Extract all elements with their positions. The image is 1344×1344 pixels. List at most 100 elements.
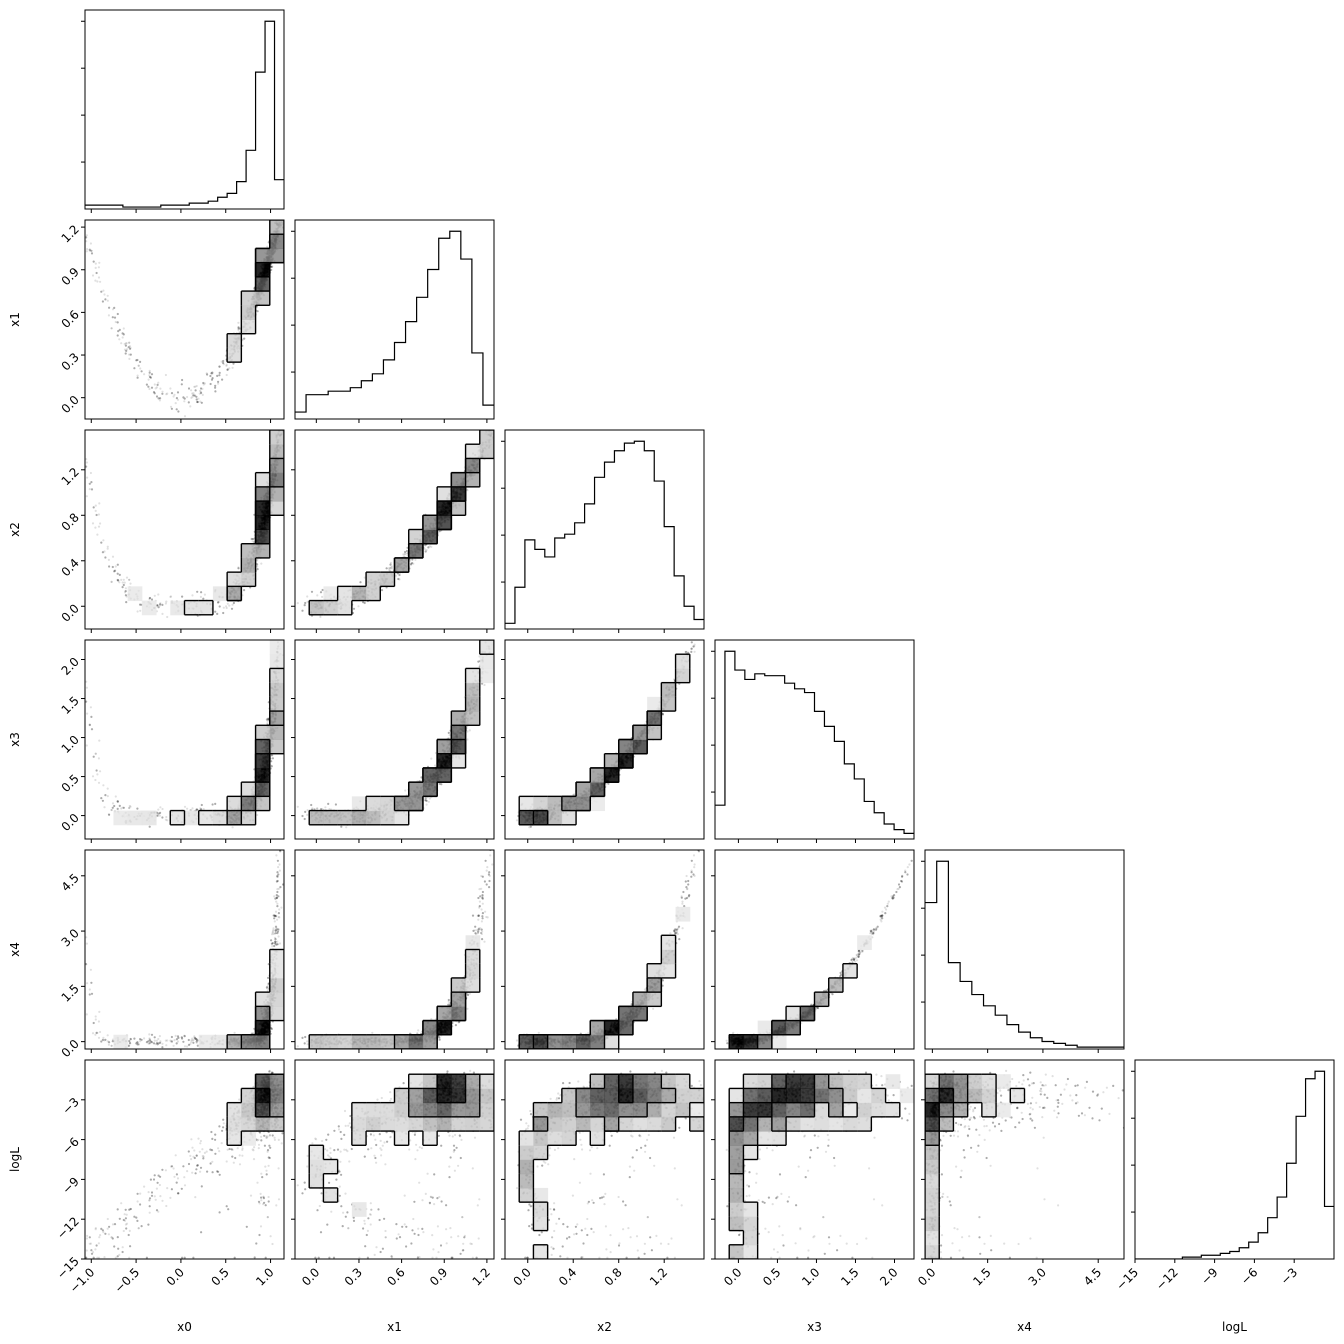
panel-x1-logL: 0.0 0.3 0.6 0.9 1.2 x1 — [291, 1059, 495, 1334]
panel-frame — [714, 1059, 915, 1260]
tick-label-logL: −15 — [1113, 1265, 1141, 1293]
panel-frame — [84, 9, 285, 210]
density-x0-x1 — [226, 220, 284, 363]
axis-label-x3: x3 — [8, 732, 22, 747]
tick-label-x3: 0.0 — [59, 811, 82, 834]
axis-label-x3: x3 — [807, 1320, 822, 1334]
tick-label-x4: 0.0 — [59, 1037, 82, 1060]
tick-label-x2: 1.2 — [647, 1265, 670, 1288]
density-x3-x4 — [728, 935, 872, 1049]
density-x1-x2 — [308, 430, 494, 616]
axis-label-logL: logL — [8, 1147, 22, 1172]
tick-label-logL: −12 — [54, 1214, 82, 1242]
tick-label-x2: 0.0 — [59, 601, 82, 624]
panel-frame — [504, 639, 705, 840]
tick-label-x4: 3.0 — [1026, 1265, 1049, 1288]
tick-label-logL: −9 — [60, 1174, 82, 1196]
axis-label-x1: x1 — [8, 312, 22, 327]
tick-label-x1: 0.6 — [59, 307, 82, 330]
tick-label-x3: 0.5 — [59, 772, 82, 795]
density-x0-x4 — [113, 948, 284, 1049]
histogram-x3 — [715, 650, 914, 834]
panel-x4-x4 — [921, 849, 1125, 1053]
scatter-x1-x2 — [296, 430, 494, 619]
panel-x1-x4 — [291, 849, 495, 1053]
tick-label-logL: −3 — [1278, 1265, 1300, 1287]
histogram-x4 — [925, 860, 1124, 1048]
density-x2-x3 — [518, 653, 691, 826]
panel-frame — [84, 429, 285, 630]
tick-label-x1: 0.9 — [59, 265, 82, 288]
panel-frame — [84, 639, 285, 840]
tick-label-x2: 1.2 — [59, 465, 82, 488]
panel-x3-x3 — [711, 639, 915, 843]
tick-label-x0: 0.5 — [208, 1265, 231, 1288]
tick-label-logL: −3 — [60, 1095, 82, 1117]
tick-label-x4: 4.5 — [1081, 1265, 1104, 1288]
density-x0-logL — [226, 1073, 284, 1146]
panel-x2-x3 — [501, 639, 705, 843]
scatter-x2-x3 — [515, 640, 696, 829]
panel-x1-x1 — [291, 219, 495, 423]
panel-x2-x2 — [501, 429, 705, 633]
histogram-x0 — [85, 20, 284, 208]
tick-label-x3: 0.0 — [721, 1265, 744, 1288]
panel-frame — [294, 639, 495, 840]
tick-label-x3: 1.0 — [799, 1265, 822, 1288]
panel-frame — [1134, 1059, 1335, 1260]
tick-label-x1: 1.2 — [59, 222, 82, 245]
density-x2-x4 — [518, 906, 691, 1049]
tick-label-x2: 0.4 — [59, 556, 82, 579]
tick-label-x0: 1.0 — [253, 1265, 276, 1288]
tick-label-x4: 4.5 — [59, 871, 82, 894]
axis-label-x4: x4 — [8, 942, 22, 957]
tick-label-x3: 2.0 — [59, 655, 82, 678]
tick-label-x4: 1.5 — [59, 981, 82, 1004]
panel-x4-logL: 0.0 1.5 3.0 4.5 x4 — [915, 1059, 1125, 1334]
tick-label-logL: −6 — [60, 1135, 82, 1157]
panel-x0-x2: 0.0 0.4 0.8 1.2 x2 — [8, 429, 285, 633]
tick-label-x4: 1.5 — [970, 1265, 993, 1288]
panel-frame — [294, 849, 495, 1050]
panel-frame — [84, 849, 285, 1050]
tick-label-logL: −12 — [1153, 1265, 1181, 1293]
panel-frame — [714, 639, 915, 840]
panel-x1-x3 — [291, 639, 495, 843]
tick-label-x1: 0.3 — [59, 350, 82, 373]
axis-label-x2: x2 — [8, 522, 22, 537]
tick-label-x3: 1.5 — [59, 694, 82, 717]
panel-x0-x0 — [81, 9, 285, 213]
axis-label-x1: x1 — [387, 1320, 402, 1334]
panel-frame — [504, 849, 705, 1050]
panel-x3-x4 — [711, 849, 915, 1053]
panel-frame — [924, 1059, 1125, 1260]
scatter-x3-x4 — [725, 854, 914, 1049]
panel-frame — [924, 849, 1125, 1050]
axis-label-x4: x4 — [1017, 1320, 1032, 1334]
density-x1-logL — [308, 1073, 494, 1217]
tick-label-x3: 2.0 — [877, 1265, 900, 1288]
panel-frame — [714, 849, 915, 1050]
tick-label-x2: 0.8 — [59, 510, 82, 533]
tick-label-x1: 0.9 — [427, 1265, 450, 1288]
density-x1-x3 — [308, 640, 494, 826]
tick-label-x1: 0.3 — [342, 1265, 365, 1288]
tick-label-x1: 0.0 — [59, 393, 82, 416]
tick-label-x1: 0.6 — [384, 1265, 407, 1288]
panel-x2-x4 — [501, 849, 705, 1053]
density-x3-logL — [728, 1073, 914, 1259]
tick-label-x2: 0.0 — [510, 1265, 533, 1288]
density-x4-logL — [925, 1073, 1026, 1259]
panel-x0-x1: 0.0 0.3 0.6 0.9 1.2 x1 — [8, 219, 285, 423]
tick-label-x2: 0.4 — [556, 1265, 579, 1288]
tick-label-x0: −0.5 — [112, 1265, 143, 1296]
axis-label-logL: logL — [1222, 1320, 1247, 1334]
histogram-x1 — [295, 230, 494, 413]
panel-logL-logL: −15 −12 −9 −6 −3 logL — [1113, 1059, 1335, 1334]
panel-frame — [84, 1059, 285, 1260]
panel-x0-x4: 0.0 1.5 3.0 4.5 x4 — [8, 849, 285, 1060]
panel-frame — [84, 219, 285, 420]
panel-frame — [504, 1059, 705, 1260]
